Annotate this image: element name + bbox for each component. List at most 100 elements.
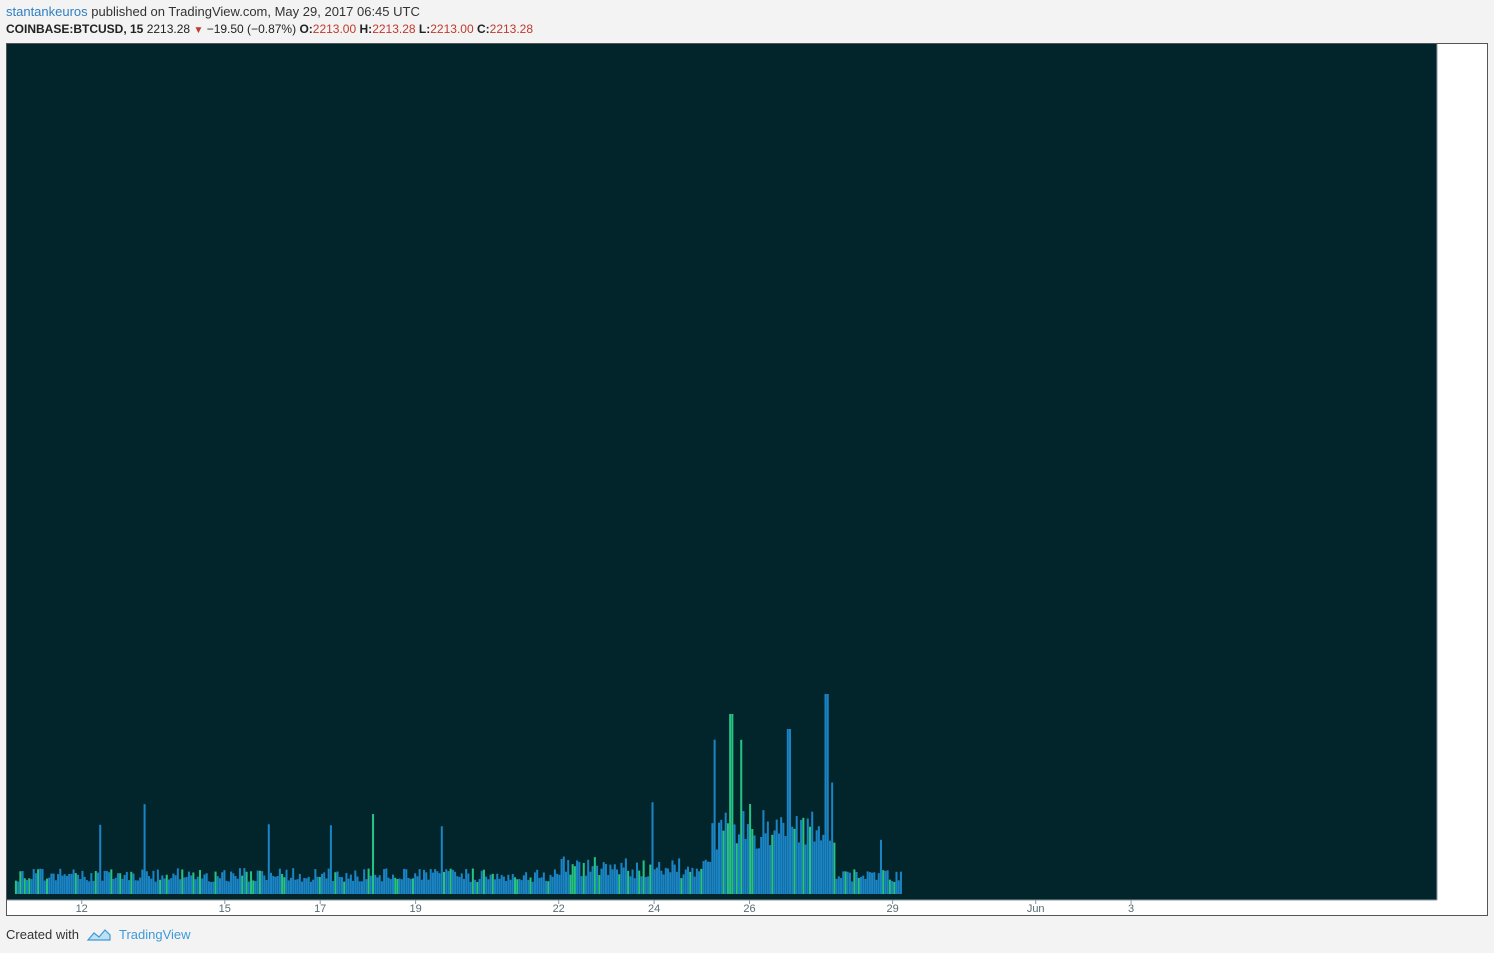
footer: Created with TradingView [6, 927, 191, 942]
volume-bar [564, 871, 568, 894]
volume-bar [343, 881, 346, 894]
volume-bar [201, 878, 204, 894]
plot-area[interactable] [6, 43, 1437, 900]
tradingview-link[interactable]: TradingView [118, 927, 191, 942]
volume-bar [531, 881, 534, 894]
ohlc-line: COINBASE:BTCUSD, 15 2213.28 ▼ −19.50 (−0… [6, 22, 533, 36]
volume-bar [174, 875, 177, 894]
volume-bar [482, 869, 485, 894]
volume-bar [686, 866, 690, 894]
volume-bar [562, 856, 565, 894]
volume-bar [230, 871, 233, 894]
volume-bar [596, 865, 599, 894]
volume-bar [143, 804, 146, 894]
volume-bar [582, 862, 585, 894]
volume-bar [440, 826, 443, 894]
volume-bar [793, 828, 796, 894]
volume-bar [806, 818, 809, 894]
volume-bar [152, 870, 155, 894]
volume-bar [269, 872, 273, 894]
volume-bar [276, 876, 279, 894]
volume-bar [833, 842, 836, 894]
volume-bar [571, 864, 574, 894]
volume-bar [480, 870, 483, 894]
time-tick-label: Jun [1027, 903, 1045, 915]
volume-bar [232, 873, 235, 894]
volume-bar [893, 881, 896, 894]
volume-bar [83, 876, 86, 894]
volume-bar [815, 830, 818, 894]
volume-bar [724, 812, 727, 894]
volume-bar [77, 874, 80, 894]
volume-bar [766, 821, 769, 894]
volume-bar [128, 880, 131, 894]
volume-bar [349, 874, 352, 894]
volume-bar [593, 857, 596, 894]
volume-bar [527, 879, 530, 894]
volume-bar [212, 881, 215, 894]
volume-bar [808, 826, 811, 894]
volume-bar [545, 880, 548, 894]
volume-bar [387, 877, 390, 894]
volume-bar [844, 871, 847, 894]
volume-bar [148, 876, 151, 894]
time-tick-label: 19 [409, 903, 421, 915]
volume-bar [820, 840, 823, 894]
volume-bar [884, 870, 887, 894]
volume-bar [247, 881, 250, 894]
volume-bar [411, 878, 414, 894]
volume-bar [369, 875, 372, 894]
volume-bar [782, 822, 785, 894]
volume-bar [859, 876, 863, 894]
volume-bar [613, 864, 616, 894]
volume-bar [722, 830, 725, 894]
volume-bar [589, 871, 592, 894]
volume-bar [868, 872, 871, 894]
volume-bar [505, 881, 508, 894]
author-link[interactable]: stantankeuros [6, 4, 88, 19]
volume-bar [256, 870, 259, 894]
volume-bar [587, 859, 590, 894]
volume-bar [899, 871, 902, 894]
volume-bar [336, 871, 339, 894]
volume-bar [655, 867, 658, 894]
volume-bar [352, 880, 355, 894]
volume-bar [72, 869, 75, 894]
volume-bar [735, 843, 738, 894]
volume-bar [826, 694, 829, 894]
time-axis[interactable] [6, 900, 1488, 916]
volume-bar [110, 869, 113, 894]
volume-bar [94, 871, 97, 894]
volume-bar [882, 870, 885, 894]
volume-bar [427, 879, 430, 894]
volume-bar [567, 860, 570, 894]
volume-bar [600, 868, 603, 894]
volume-bar [347, 878, 350, 894]
price-chart[interactable]: 3600.003400.003200.003000.002800.002700.… [6, 43, 1488, 916]
volume-bar [500, 875, 503, 894]
volume-bar [828, 840, 831, 894]
volume-bar [234, 875, 237, 894]
low-label: L: [418, 22, 431, 36]
volume-bar [332, 881, 335, 894]
volume-bar [296, 879, 299, 894]
volume-bar [250, 871, 253, 894]
volume-bar [498, 878, 501, 894]
volume-bar [769, 845, 772, 894]
volume-bar [119, 873, 122, 894]
volume-bar [420, 879, 423, 894]
volume-bar [682, 874, 685, 894]
volume-bar [509, 879, 512, 894]
price-axis[interactable] [1437, 43, 1488, 900]
volume-bar [460, 873, 463, 894]
volume-bar [396, 879, 399, 894]
volume-bar [221, 872, 224, 894]
volume-bar [757, 848, 760, 894]
volume-bar [738, 834, 741, 894]
volume-bar [897, 880, 900, 894]
volume-bar [542, 872, 545, 894]
volume-bar [662, 874, 665, 894]
volume-bar [54, 880, 57, 894]
volume-bar [50, 873, 53, 894]
volume-bar [693, 876, 696, 894]
